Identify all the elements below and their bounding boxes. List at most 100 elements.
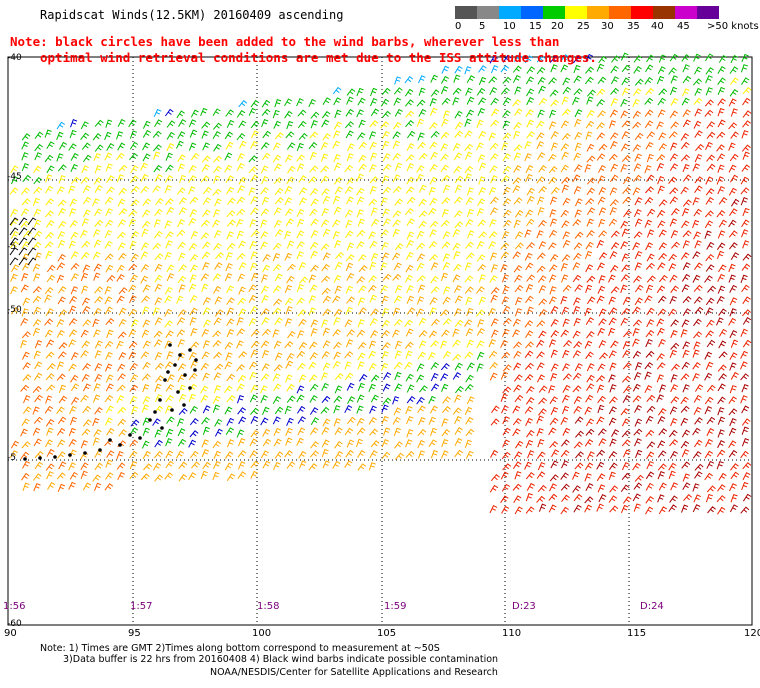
wind-barb <box>128 341 138 349</box>
wind-barb <box>321 426 330 435</box>
wind-barb <box>418 152 428 160</box>
wind-barb <box>33 186 43 195</box>
wind-barb <box>382 153 391 162</box>
wind-barb <box>261 349 270 359</box>
wind-barb <box>584 340 593 349</box>
wind-barb <box>46 384 56 392</box>
wind-barb <box>250 251 258 260</box>
wind-barb <box>178 284 186 293</box>
wind-barb <box>117 142 126 151</box>
wind-barb <box>406 429 414 438</box>
wind-barb <box>537 275 547 283</box>
wind-barb <box>489 165 498 173</box>
wind-barb <box>153 144 162 152</box>
wind-barb <box>274 451 284 459</box>
wind-barb <box>632 338 640 347</box>
wind-barb <box>45 231 55 240</box>
wind-barb <box>645 186 654 194</box>
wind-barb <box>214 309 224 317</box>
wind-barb <box>524 153 532 162</box>
wind-barb <box>656 209 666 218</box>
wind-barb <box>298 262 307 271</box>
wind-barb <box>730 55 739 64</box>
wind-barb <box>634 284 644 293</box>
wind-barb <box>728 164 737 173</box>
wind-barb <box>441 450 449 459</box>
wind-barb <box>394 76 402 85</box>
wind-barb <box>93 272 101 281</box>
wind-barb <box>116 174 125 183</box>
wind-barb <box>430 286 440 294</box>
wind-barb <box>322 308 331 317</box>
wind-barb <box>142 306 150 315</box>
wind-barb <box>742 493 752 502</box>
wind-barb <box>430 130 440 139</box>
wind-barb <box>512 185 521 194</box>
wind-barb <box>453 308 462 317</box>
wind-barb <box>176 329 185 337</box>
wind-barb <box>392 416 401 425</box>
wind-barb <box>500 393 508 402</box>
wind-barb <box>416 262 425 271</box>
wind-barb <box>92 394 101 403</box>
wind-barb <box>22 460 31 469</box>
wind-barb <box>729 89 739 97</box>
wind-barb <box>596 384 605 393</box>
wind-barb <box>705 264 715 272</box>
wind-barb <box>560 506 569 515</box>
wind-barb <box>596 295 605 304</box>
wind-barb <box>597 395 606 404</box>
wind-barb <box>334 186 343 195</box>
wind-barb <box>382 208 390 217</box>
wind-barb <box>250 196 259 205</box>
wind-barb <box>21 272 29 282</box>
wind-barb <box>585 131 593 140</box>
wind-barb <box>717 66 726 74</box>
wind-barb <box>189 317 197 326</box>
wind-barb <box>56 274 65 283</box>
wind-barb <box>681 284 690 293</box>
wind-barb <box>130 175 139 183</box>
wind-barb <box>586 96 594 105</box>
wind-barb <box>10 230 19 239</box>
wind-barb <box>514 108 523 116</box>
wind-barb <box>131 406 139 415</box>
wind-barb <box>441 118 449 127</box>
wind-barb <box>608 317 617 326</box>
wind-barb <box>536 428 544 437</box>
wind-barb <box>452 353 462 361</box>
contaminated-wind-barb <box>9 247 19 256</box>
wind-barb <box>598 186 607 196</box>
wind-barb <box>536 339 545 348</box>
wind-barb <box>239 140 247 149</box>
wind-barb <box>106 427 115 436</box>
wind-barb <box>226 417 235 426</box>
wind-barb <box>634 262 642 271</box>
wind-barb <box>46 362 56 371</box>
wind-barb <box>597 196 606 205</box>
wind-barb <box>68 143 77 151</box>
wind-barb <box>671 363 680 371</box>
wind-barb <box>406 384 415 393</box>
lon-label-0: 90 <box>4 628 17 639</box>
wind-barb <box>117 118 126 128</box>
wind-barb <box>142 340 151 349</box>
wind-barb <box>682 308 691 317</box>
wind-barb <box>633 428 643 436</box>
wind-barb <box>584 164 592 173</box>
wind-barb <box>658 88 668 96</box>
wind-barb <box>94 340 103 349</box>
wind-barb <box>621 87 630 96</box>
wind-barb <box>584 406 593 415</box>
wind-barb <box>94 165 102 174</box>
wind-barb <box>70 352 79 361</box>
wind-barb <box>237 407 246 415</box>
wind-barb <box>321 439 330 448</box>
wind-barb <box>608 451 618 459</box>
wind-barb <box>213 230 222 239</box>
wind-barb <box>622 340 631 350</box>
wind-barb <box>682 64 690 73</box>
wind-barb <box>200 107 208 116</box>
wind-barb <box>224 406 233 415</box>
wind-barb <box>296 385 305 394</box>
